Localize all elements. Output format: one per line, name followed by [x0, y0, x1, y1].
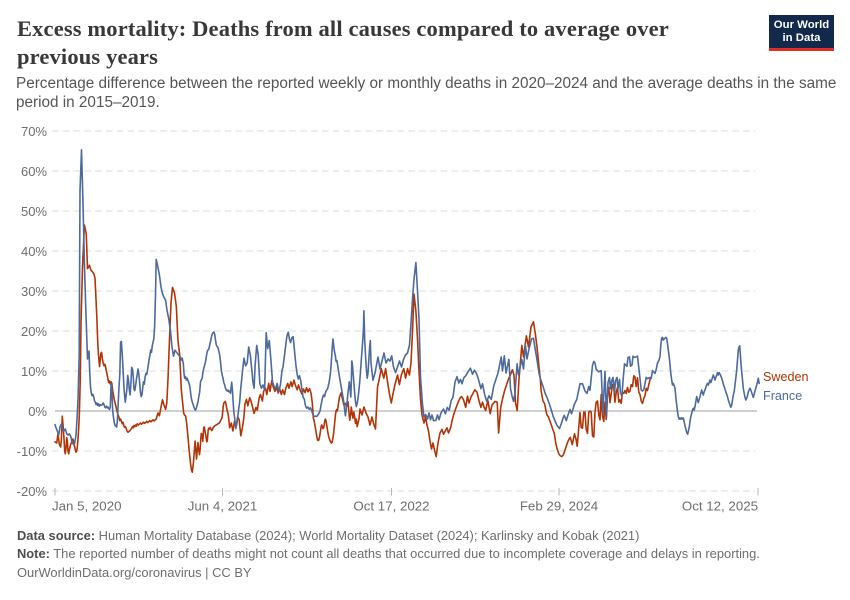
svg-text:-20%: -20% [17, 484, 48, 499]
svg-text:0%: 0% [28, 404, 47, 419]
svg-text:Jan 5, 2020: Jan 5, 2020 [52, 499, 122, 514]
svg-text:-10%: -10% [17, 444, 48, 459]
svg-text:Oct 17, 2022: Oct 17, 2022 [353, 499, 429, 514]
svg-text:70%: 70% [21, 124, 47, 139]
svg-text:Jun 4, 2021: Jun 4, 2021 [188, 499, 258, 514]
svg-text:Feb 29, 2024: Feb 29, 2024 [520, 499, 598, 514]
svg-text:50%: 50% [21, 204, 47, 219]
svg-text:30%: 30% [21, 284, 47, 299]
svg-text:60%: 60% [21, 164, 47, 179]
svg-text:Oct 12, 2025: Oct 12, 2025 [682, 499, 758, 514]
svg-text:France: France [763, 389, 802, 403]
svg-text:40%: 40% [21, 244, 47, 259]
svg-text:Sweden: Sweden [763, 370, 809, 384]
svg-text:10%: 10% [21, 364, 47, 379]
svg-text:20%: 20% [21, 324, 47, 339]
